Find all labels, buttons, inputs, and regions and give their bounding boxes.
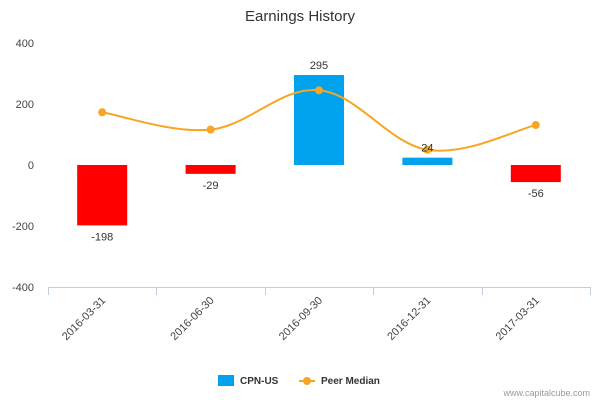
y-axis: -400 -200 0 200 400 [12, 38, 34, 294]
y-tick-label: -400 [12, 282, 34, 294]
x-tick-label: 2016-09-30 [277, 295, 325, 343]
legend-bar-swatch [218, 375, 234, 386]
bar-2016-03-31[interactable] [77, 165, 128, 226]
x-tick-label: 2017-03-31 [494, 295, 542, 343]
bar-2017-03-31[interactable] [510, 165, 561, 183]
legend-item-bar-series[interactable]: CPN-US [218, 375, 279, 387]
legend-line-label: Peer Median [321, 376, 380, 387]
legend-bar-label: CPN-US [240, 376, 279, 387]
x-axis: 2016-03-31 2016-06-30 2016-09-30 2016-12-31… [48, 287, 591, 343]
credit-text[interactable]: www.capitalcube.com [502, 388, 590, 398]
x-tick-label: 2016-12-31 [385, 295, 433, 343]
bar-2016-12-31[interactable] [402, 157, 453, 165]
y-tick-label: 0 [28, 160, 34, 172]
legend: CPN-US Peer Median [218, 375, 380, 387]
bar-series [77, 75, 561, 226]
y-tick-label: -200 [12, 221, 34, 233]
peer-median-point-2016-06-30[interactable] [206, 125, 215, 134]
data-label: 295 [310, 60, 328, 72]
y-tick-label: 200 [16, 99, 34, 111]
peer-median-point-2016-12-31[interactable] [423, 145, 432, 154]
data-label: -56 [528, 188, 544, 200]
y-tick-label: 400 [16, 38, 34, 50]
x-tick-label: 2016-03-31 [60, 295, 108, 343]
chart-title: Earnings History [245, 8, 356, 25]
legend-line-marker [303, 377, 311, 385]
peer-median-point-2017-03-31[interactable] [531, 121, 540, 130]
legend-item-line-series[interactable]: Peer Median [299, 376, 380, 387]
data-labels: -198 -29 295 24 -56 [91, 60, 544, 243]
data-label: -29 [203, 180, 219, 192]
data-label: 24 [421, 143, 433, 155]
x-tick-label: 2016-06-30 [168, 295, 216, 343]
bar-2016-06-30[interactable] [185, 165, 236, 174]
data-label: -198 [91, 231, 113, 243]
peer-median-point-2016-03-31[interactable] [98, 108, 107, 117]
peer-median-point-2016-09-30[interactable] [315, 86, 323, 95]
line-series [98, 86, 540, 154]
